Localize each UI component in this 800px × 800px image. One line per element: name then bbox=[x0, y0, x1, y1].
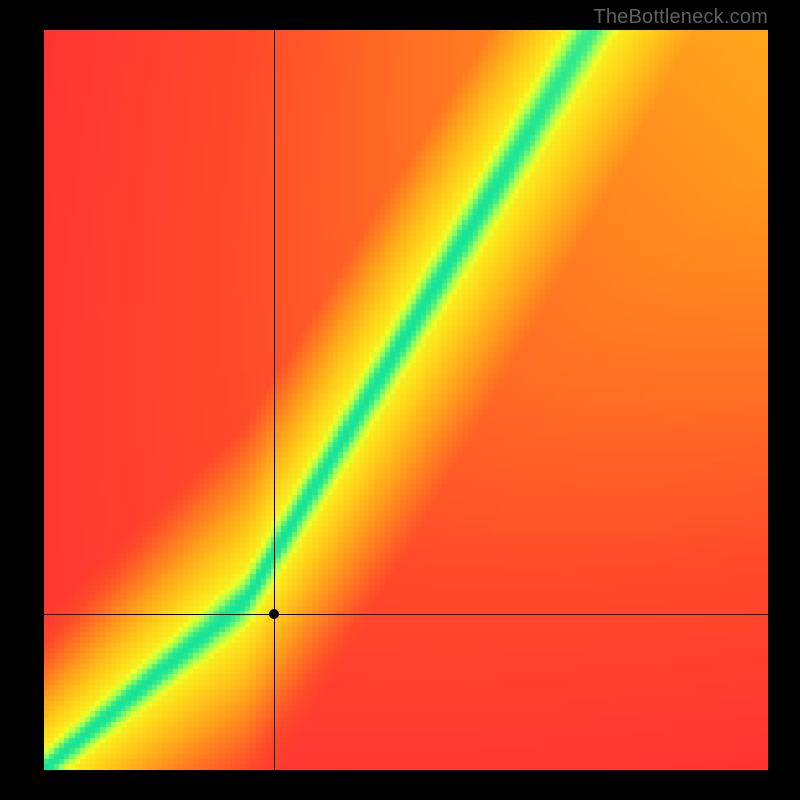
crosshair-horizontal bbox=[44, 614, 768, 615]
crosshair-vertical bbox=[274, 30, 275, 770]
heatmap-canvas bbox=[44, 30, 768, 770]
heatmap-plot bbox=[44, 30, 768, 770]
crosshair-marker bbox=[269, 609, 279, 619]
watermark-text: TheBottleneck.com bbox=[593, 6, 768, 29]
